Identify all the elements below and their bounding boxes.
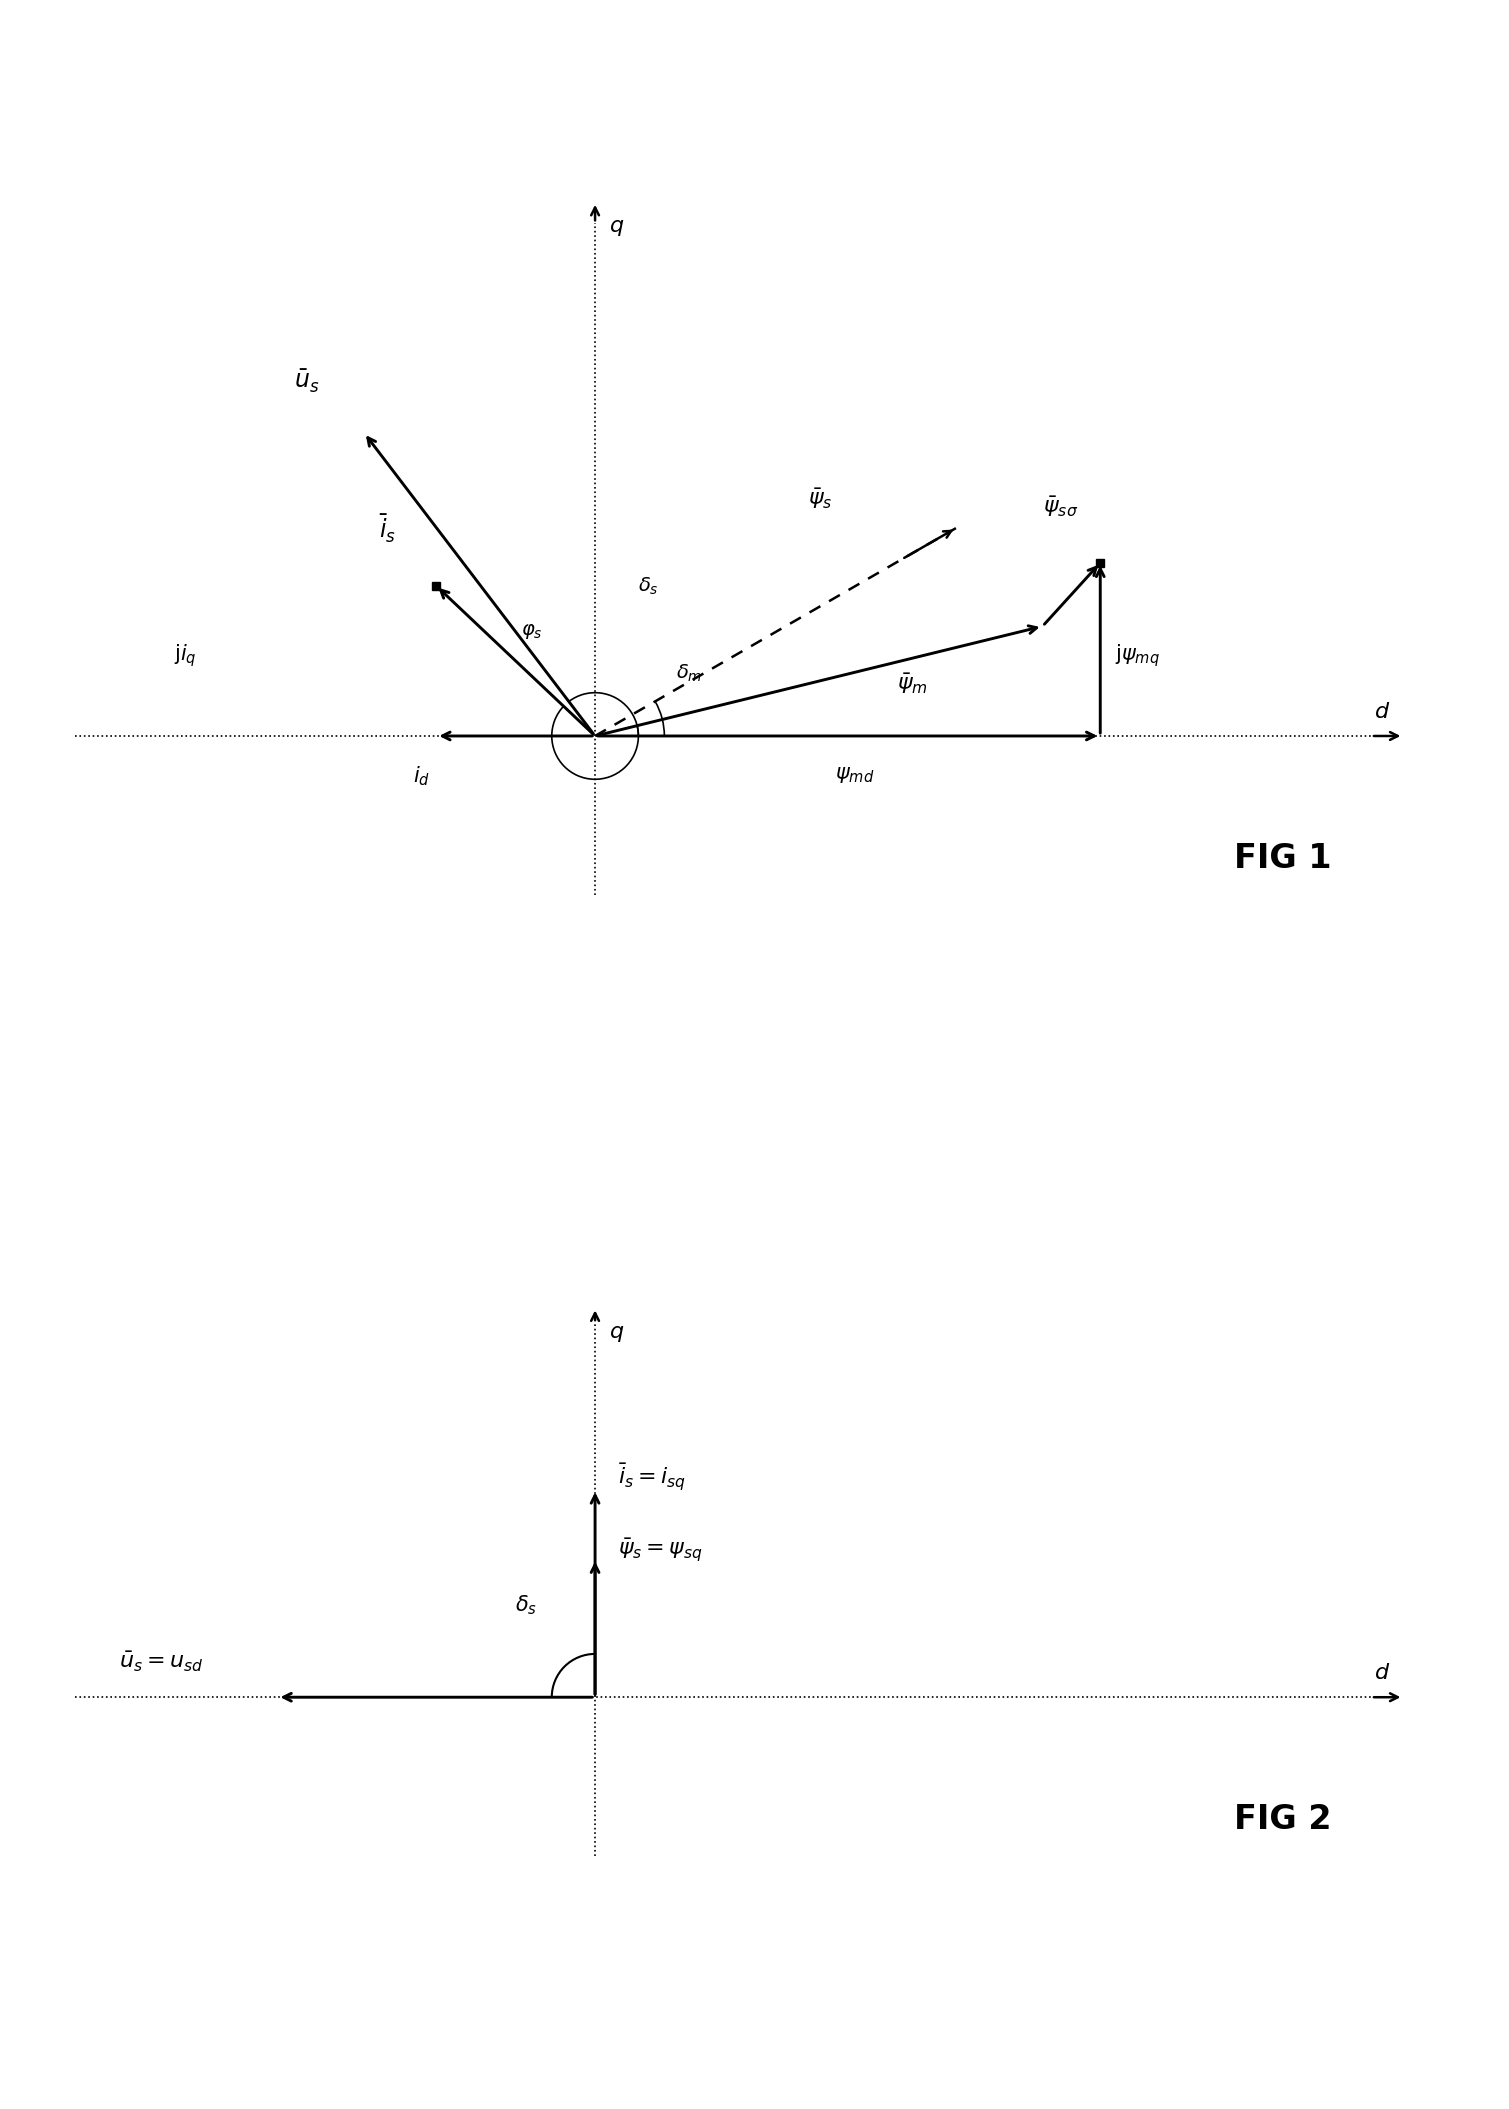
Text: $\bar{\psi}_s = \psi_{sq}$: $\bar{\psi}_s = \psi_{sq}$ — [619, 1535, 703, 1563]
Text: $\bar{u}_s = u_{sd}$: $\bar{u}_s = u_{sd}$ — [119, 1649, 204, 1675]
Text: $\psi_{md}$: $\psi_{md}$ — [834, 766, 875, 785]
Text: $\bar{i}_s$: $\bar{i}_s$ — [379, 512, 395, 546]
Text: FIG 2: FIG 2 — [1234, 1803, 1331, 1835]
Text: FIG 1: FIG 1 — [1234, 841, 1331, 875]
Text: $\bar{u}_s$: $\bar{u}_s$ — [294, 369, 318, 394]
Text: $\delta_m$: $\delta_m$ — [676, 662, 702, 683]
Text: d: d — [1375, 1662, 1388, 1683]
Text: j$i_q$: j$i_q$ — [174, 641, 196, 669]
Text: $\delta_s$: $\delta_s$ — [515, 1592, 537, 1618]
Text: $\bar{\psi}_s$: $\bar{\psi}_s$ — [807, 487, 833, 510]
Text: q: q — [610, 1322, 623, 1341]
Text: q: q — [610, 217, 623, 236]
Text: $\varphi_s$: $\varphi_s$ — [521, 622, 542, 641]
Text: $\bar{\psi}_{s\sigma}$: $\bar{\psi}_{s\sigma}$ — [1043, 496, 1077, 519]
Text: $\delta_s$: $\delta_s$ — [638, 576, 659, 597]
Text: $i_d$: $i_d$ — [413, 766, 430, 789]
Text: $\bar{\psi}_m$: $\bar{\psi}_m$ — [898, 671, 928, 696]
Text: $\bar{i}_s = i_{sq}$: $\bar{i}_s = i_{sq}$ — [619, 1462, 687, 1493]
Text: d: d — [1375, 702, 1388, 721]
Text: j$\psi_{mq}$: j$\psi_{mq}$ — [1115, 641, 1159, 669]
